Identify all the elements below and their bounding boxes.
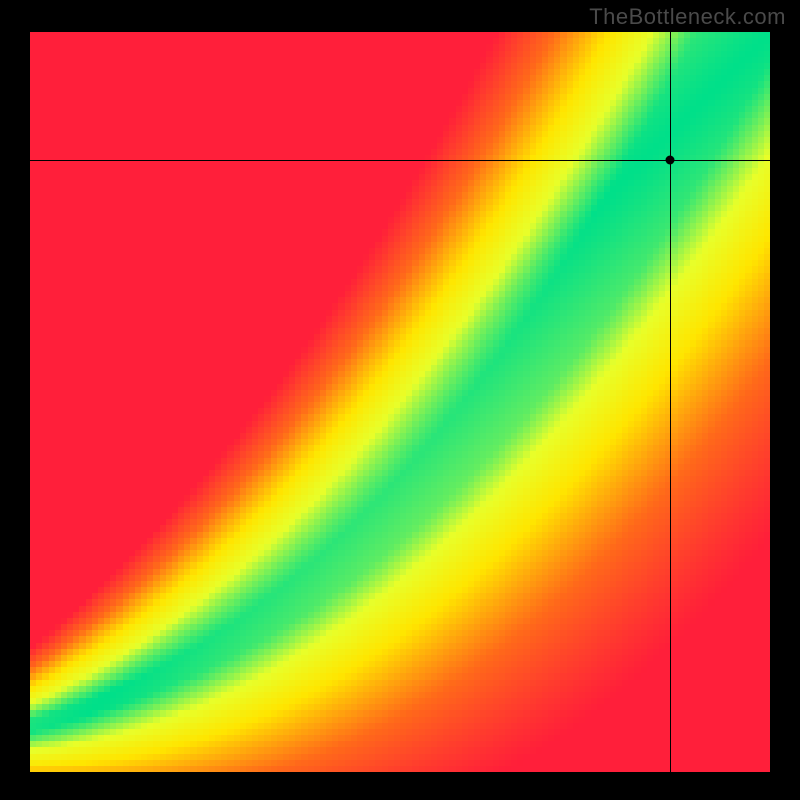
bottleneck-heatmap — [30, 32, 770, 772]
crosshair-vertical — [670, 32, 671, 772]
watermark-text: TheBottleneck.com — [589, 4, 786, 30]
crosshair-horizontal — [30, 160, 770, 161]
crosshair-marker — [666, 156, 675, 165]
chart-container: TheBottleneck.com — [0, 0, 800, 800]
